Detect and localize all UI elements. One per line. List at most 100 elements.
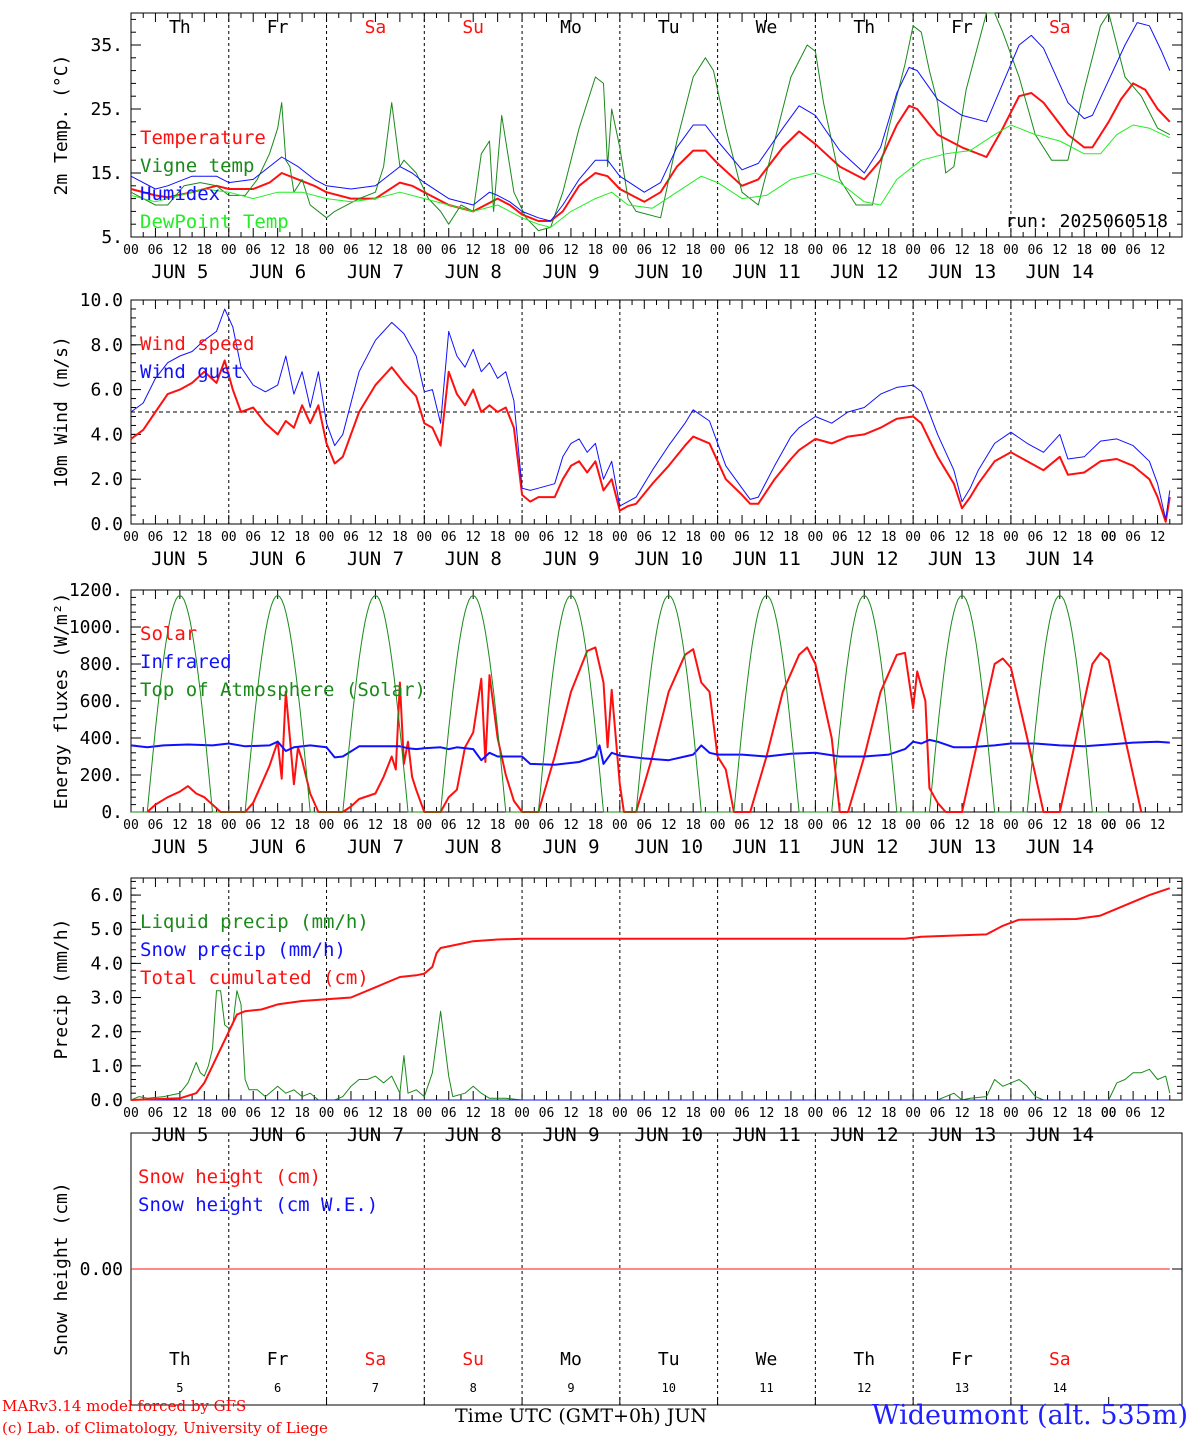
hour-label: 00 — [1003, 818, 1019, 833]
hour-label: 06 — [1125, 243, 1141, 258]
day-name: Th — [853, 17, 875, 38]
hour-label: 00 — [1003, 1106, 1019, 1121]
panel-precip: 0.0 1.0 2.0 3.0 4.0 5.0 6.0 Precip (mm/h) Liquid… — [51, 877, 1183, 1146]
date-label: JUN 8 — [445, 261, 502, 283]
hour-label: 00 — [416, 1106, 432, 1121]
hour-label: 06 — [343, 1106, 359, 1121]
day-name: We — [756, 17, 778, 38]
hour-label: 12 — [563, 818, 579, 833]
hour-label: 06 — [832, 818, 848, 833]
series-line-humidex — [130, 22, 1171, 222]
hour-label: 00 — [710, 243, 726, 258]
day-number: 13 — [955, 1381, 969, 1395]
hour-label: 00 — [1101, 818, 1117, 833]
date-label: JUN 6 — [249, 261, 306, 283]
legend-entry: Snow height (cm) — [138, 1166, 321, 1188]
day-name: Th — [853, 1349, 875, 1370]
date-label: JUN 10 — [634, 548, 703, 570]
hour-label: 00 — [319, 1106, 335, 1121]
y-tick-label: 0.0 — [90, 514, 123, 535]
hour-label: 12 — [368, 1106, 384, 1121]
day-number: 5 — [176, 1381, 183, 1395]
hour-label: 06 — [734, 818, 750, 833]
hour-label: 06 — [148, 1106, 164, 1121]
y-axis-label: Precip (mm/h) — [51, 919, 72, 1060]
y-tick-label: 1.0 — [90, 1056, 123, 1077]
hour-label: 00 — [1101, 243, 1117, 258]
date-label: JUN 7 — [347, 836, 404, 858]
hour-label: 06 — [148, 243, 164, 258]
hour-label: 18 — [783, 1106, 799, 1121]
hour-label: 12 — [759, 1106, 775, 1121]
hour-label: 12 — [465, 243, 481, 258]
hour-label: 18 — [490, 1106, 506, 1121]
hour-label: 18 — [294, 530, 310, 545]
hour-label: 18 — [979, 1106, 995, 1121]
hour-label: 12 — [1052, 1106, 1068, 1121]
hour-label: 12 — [759, 818, 775, 833]
hour-label: 06 — [1125, 818, 1141, 833]
date-label: JUN 9 — [542, 836, 599, 858]
series-line-wind-speed — [130, 359, 1171, 523]
hour-label: 00 — [416, 530, 432, 545]
hour-label: 12 — [270, 530, 286, 545]
hour-label: 00 — [319, 243, 335, 258]
date-label: JUN 5 — [151, 548, 208, 570]
hour-label: 06 — [734, 530, 750, 545]
day-name: Sa — [1049, 1349, 1071, 1370]
hour-label: 18 — [979, 530, 995, 545]
series-line-top-of-atmosphere-solar — [131, 595, 1109, 813]
legend-entry: Infrared — [140, 651, 232, 673]
hour-label: 18 — [1076, 530, 1092, 545]
hour-label: 18 — [783, 818, 799, 833]
hour-label: 12 — [759, 530, 775, 545]
date-label: JUN 14 — [1025, 261, 1094, 283]
day-number: 7 — [372, 1381, 379, 1395]
hour-label: 00 — [1003, 243, 1019, 258]
hour-label: 00 — [514, 818, 530, 833]
hour-label: 18 — [979, 818, 995, 833]
date-label: JUN 11 — [732, 1124, 801, 1146]
hour-label: 12 — [1052, 818, 1068, 833]
hour-label: 12 — [1150, 1106, 1166, 1121]
legend-entry: Snow height (cm W.E.) — [138, 1194, 378, 1216]
hour-label: 18 — [490, 530, 506, 545]
legend-entry: Snow precip (mm/h) — [140, 939, 346, 961]
date-label: JUN 8 — [445, 548, 502, 570]
hour-label: 12 — [270, 243, 286, 258]
hour-label: 00 — [612, 818, 628, 833]
hour-label: 00 — [905, 243, 921, 258]
y-tick-label: 5.0 — [90, 919, 123, 940]
date-label: JUN 8 — [445, 836, 502, 858]
legend-entry: Liquid precip (mm/h) — [140, 911, 369, 933]
hour-label: 06 — [245, 1106, 261, 1121]
hour-label: 18 — [1076, 243, 1092, 258]
y-axis-label: 10m Wind (m/s) — [51, 336, 72, 488]
series-line-total-cumulated-cm — [130, 887, 1171, 1101]
y-tick-label: 4.0 — [90, 953, 123, 974]
hour-label: 18 — [1076, 1106, 1092, 1121]
hour-label: 00 — [808, 1106, 824, 1121]
plot-frame — [130, 12, 1183, 238]
run-label: run: 2025060518 — [1005, 211, 1168, 232]
hour-label: 12 — [759, 243, 775, 258]
day-name: Fr — [267, 17, 289, 38]
hour-label: 12 — [954, 243, 970, 258]
day-number: 11 — [759, 1381, 773, 1395]
hour-label: 06 — [539, 243, 555, 258]
hour-label: 06 — [1028, 818, 1044, 833]
hour-label: 12 — [172, 530, 188, 545]
panel-temp: 5. 15. 25. 35. 2m Temp. (°C) Temperature Vigne… — [51, 12, 1183, 283]
y-tick-label: 25. — [90, 99, 123, 120]
hour-label: 06 — [245, 243, 261, 258]
day-number: 12 — [857, 1381, 871, 1395]
hour-label: 00 — [808, 530, 824, 545]
hour-label: 06 — [832, 530, 848, 545]
y-tick-label: 1200. — [69, 580, 123, 601]
hour-label: 00 — [319, 530, 335, 545]
hour-label: 18 — [881, 243, 897, 258]
hour-label: 12 — [954, 1106, 970, 1121]
hour-label: 00 — [514, 243, 530, 258]
legend-entry: DewPoint Temp — [140, 211, 289, 233]
hour-label: 18 — [392, 1106, 408, 1121]
